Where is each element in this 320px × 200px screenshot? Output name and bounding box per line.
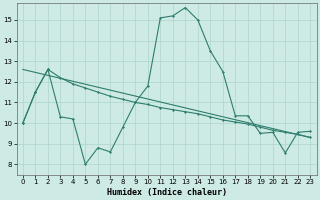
X-axis label: Humidex (Indice chaleur): Humidex (Indice chaleur) xyxy=(107,188,227,197)
